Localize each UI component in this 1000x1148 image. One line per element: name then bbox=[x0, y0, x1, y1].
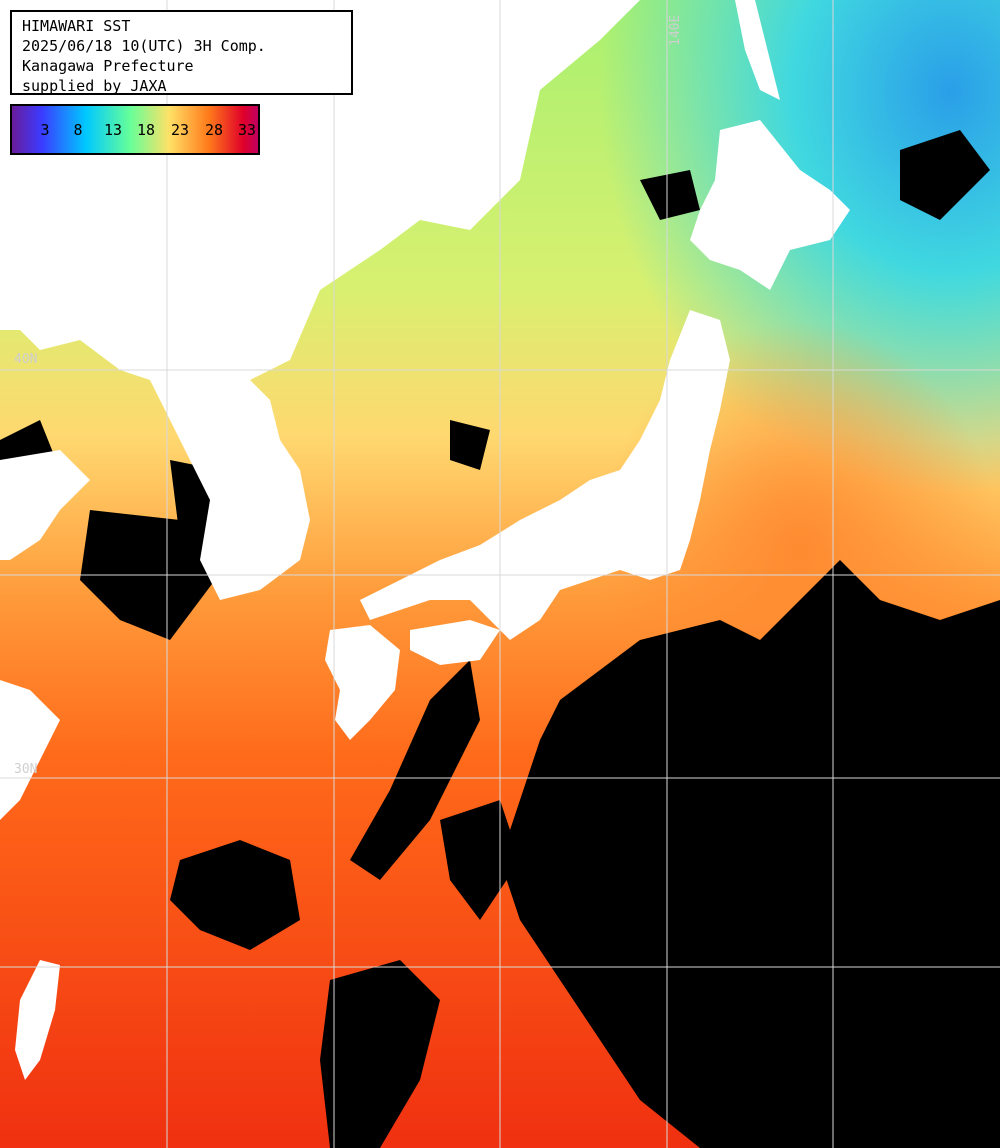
shikoku bbox=[410, 620, 500, 665]
legend-label-28: 28 bbox=[204, 121, 224, 139]
legend-label-23: 23 bbox=[170, 121, 190, 139]
map-timestamp: 2025/06/18 10(UTC) 3H Comp. bbox=[22, 37, 266, 55]
hokkaido bbox=[690, 120, 850, 290]
legend-label-18: 18 bbox=[136, 121, 156, 139]
latitude-label-30n: 30N bbox=[14, 762, 38, 777]
temperature-legend: 3 8 13 18 23 28 33 bbox=[10, 104, 260, 155]
map-info-box: HIMAWARI SST 2025/06/18 10(UTC) 3H Comp.… bbox=[10, 10, 353, 95]
map-region: Kanagawa Prefecture bbox=[22, 57, 194, 75]
taiwan bbox=[15, 960, 60, 1080]
sakhalin bbox=[735, 0, 780, 100]
latitude-label-40n: 40N bbox=[14, 352, 38, 367]
legend-label-3: 3 bbox=[40, 121, 50, 139]
longitude-label-140e: 140E bbox=[668, 14, 683, 46]
honshu bbox=[360, 310, 730, 640]
legend-color-bar bbox=[12, 106, 258, 153]
map-title: HIMAWARI SST bbox=[22, 17, 131, 35]
cloud-mask bbox=[0, 125, 1000, 1148]
kyushu bbox=[325, 625, 400, 740]
map-credit: supplied by JAXA bbox=[22, 77, 167, 95]
legend-label-8: 8 bbox=[73, 121, 83, 139]
legend-label-33: 33 bbox=[237, 121, 257, 139]
china-south-coast bbox=[0, 680, 60, 820]
legend-label-13: 13 bbox=[103, 121, 123, 139]
china-coast bbox=[0, 450, 90, 560]
